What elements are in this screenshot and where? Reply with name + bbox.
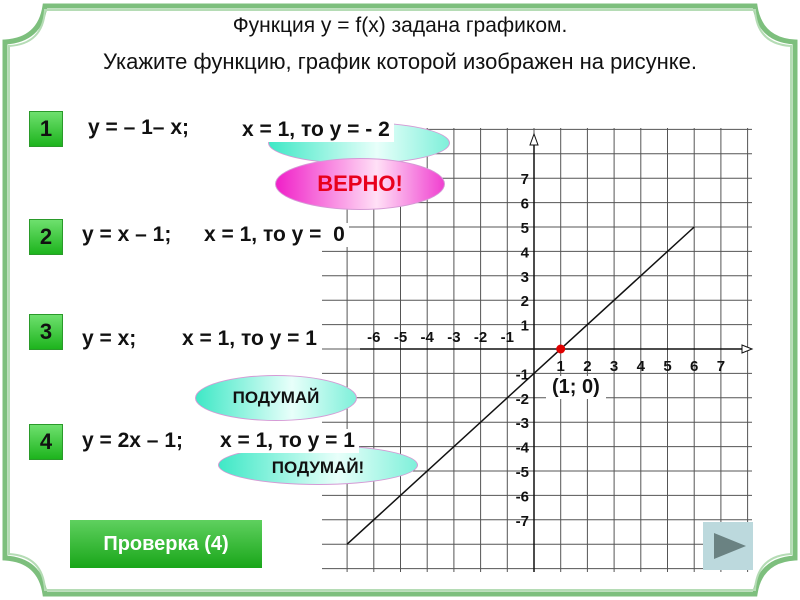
- y-tick-label: -6: [516, 488, 529, 505]
- next-button[interactable]: [703, 522, 753, 570]
- title-line-2: Укажите функцию, график которой изображе…: [103, 49, 697, 74]
- y-tick-label: 2: [521, 293, 529, 310]
- x-tick-label: 4: [637, 358, 646, 375]
- highlight-point: [556, 344, 566, 354]
- correct-bubble: ВЕРНО!: [275, 158, 445, 210]
- x-tick-label: -3: [447, 329, 460, 346]
- option-1-check: x = 1, то y = - 2: [238, 118, 394, 142]
- x-axis-arrow: [741, 344, 754, 354]
- y-tick-label: 7: [521, 171, 529, 188]
- x-tick-label: -5: [394, 329, 407, 346]
- option-2-check: x = 1, то y = 0: [200, 223, 349, 247]
- option-3-equation[interactable]: y = x;: [78, 327, 141, 351]
- option-2-equation[interactable]: y = x – 1;: [78, 223, 176, 247]
- point-label: (1; 0): [546, 376, 606, 399]
- y-axis-arrow: [529, 132, 539, 146]
- title-line-1: Функция y = f(x) задана графиком.: [232, 14, 568, 37]
- y-tick-label: -5: [516, 464, 529, 481]
- option-4-equation[interactable]: y = 2x – 1;: [78, 429, 187, 453]
- y-tick-label: -7: [516, 513, 529, 530]
- x-tick-label: -4: [421, 329, 435, 346]
- option-1-number[interactable]: 1: [29, 111, 63, 147]
- y-tick-label: 6: [521, 196, 529, 213]
- y-tick-label: -2: [516, 391, 529, 408]
- think-bubble-1: ПОДУМАЙ: [195, 375, 357, 421]
- y-tick-label: -3: [516, 415, 529, 432]
- y-tick-label: -1: [516, 366, 529, 383]
- y-tick-label: 1: [521, 318, 529, 335]
- play-triangle-icon: [714, 533, 746, 559]
- option-1-equation[interactable]: y = – 1– x;: [84, 116, 193, 140]
- x-tick-label: 6: [690, 358, 698, 375]
- y-tick-label: 3: [521, 269, 529, 286]
- x-tick-label: 3: [610, 358, 618, 375]
- x-tick-label: -6: [367, 329, 380, 346]
- y-tick-label: 5: [521, 220, 529, 237]
- x-tick-label: 7: [717, 358, 725, 375]
- x-tick-label: -2: [474, 329, 487, 346]
- option-4-number[interactable]: 4: [29, 424, 63, 460]
- x-tick-label: 1: [557, 358, 565, 375]
- x-tick-label: 2: [583, 358, 591, 375]
- x-tick-label: -1: [501, 329, 514, 346]
- option-3-check: x = 1, то y = 1: [178, 327, 321, 351]
- option-3-number[interactable]: 3: [29, 314, 63, 350]
- option-4-check: x = 1, то y = 1: [216, 429, 359, 453]
- function-line: [346, 226, 695, 545]
- check-button[interactable]: Проверка (4): [70, 520, 262, 568]
- y-tick-label: -4: [516, 440, 530, 457]
- y-tick-label: 4: [521, 244, 530, 261]
- x-tick-label: 5: [663, 358, 671, 375]
- option-2-number[interactable]: 2: [29, 219, 63, 255]
